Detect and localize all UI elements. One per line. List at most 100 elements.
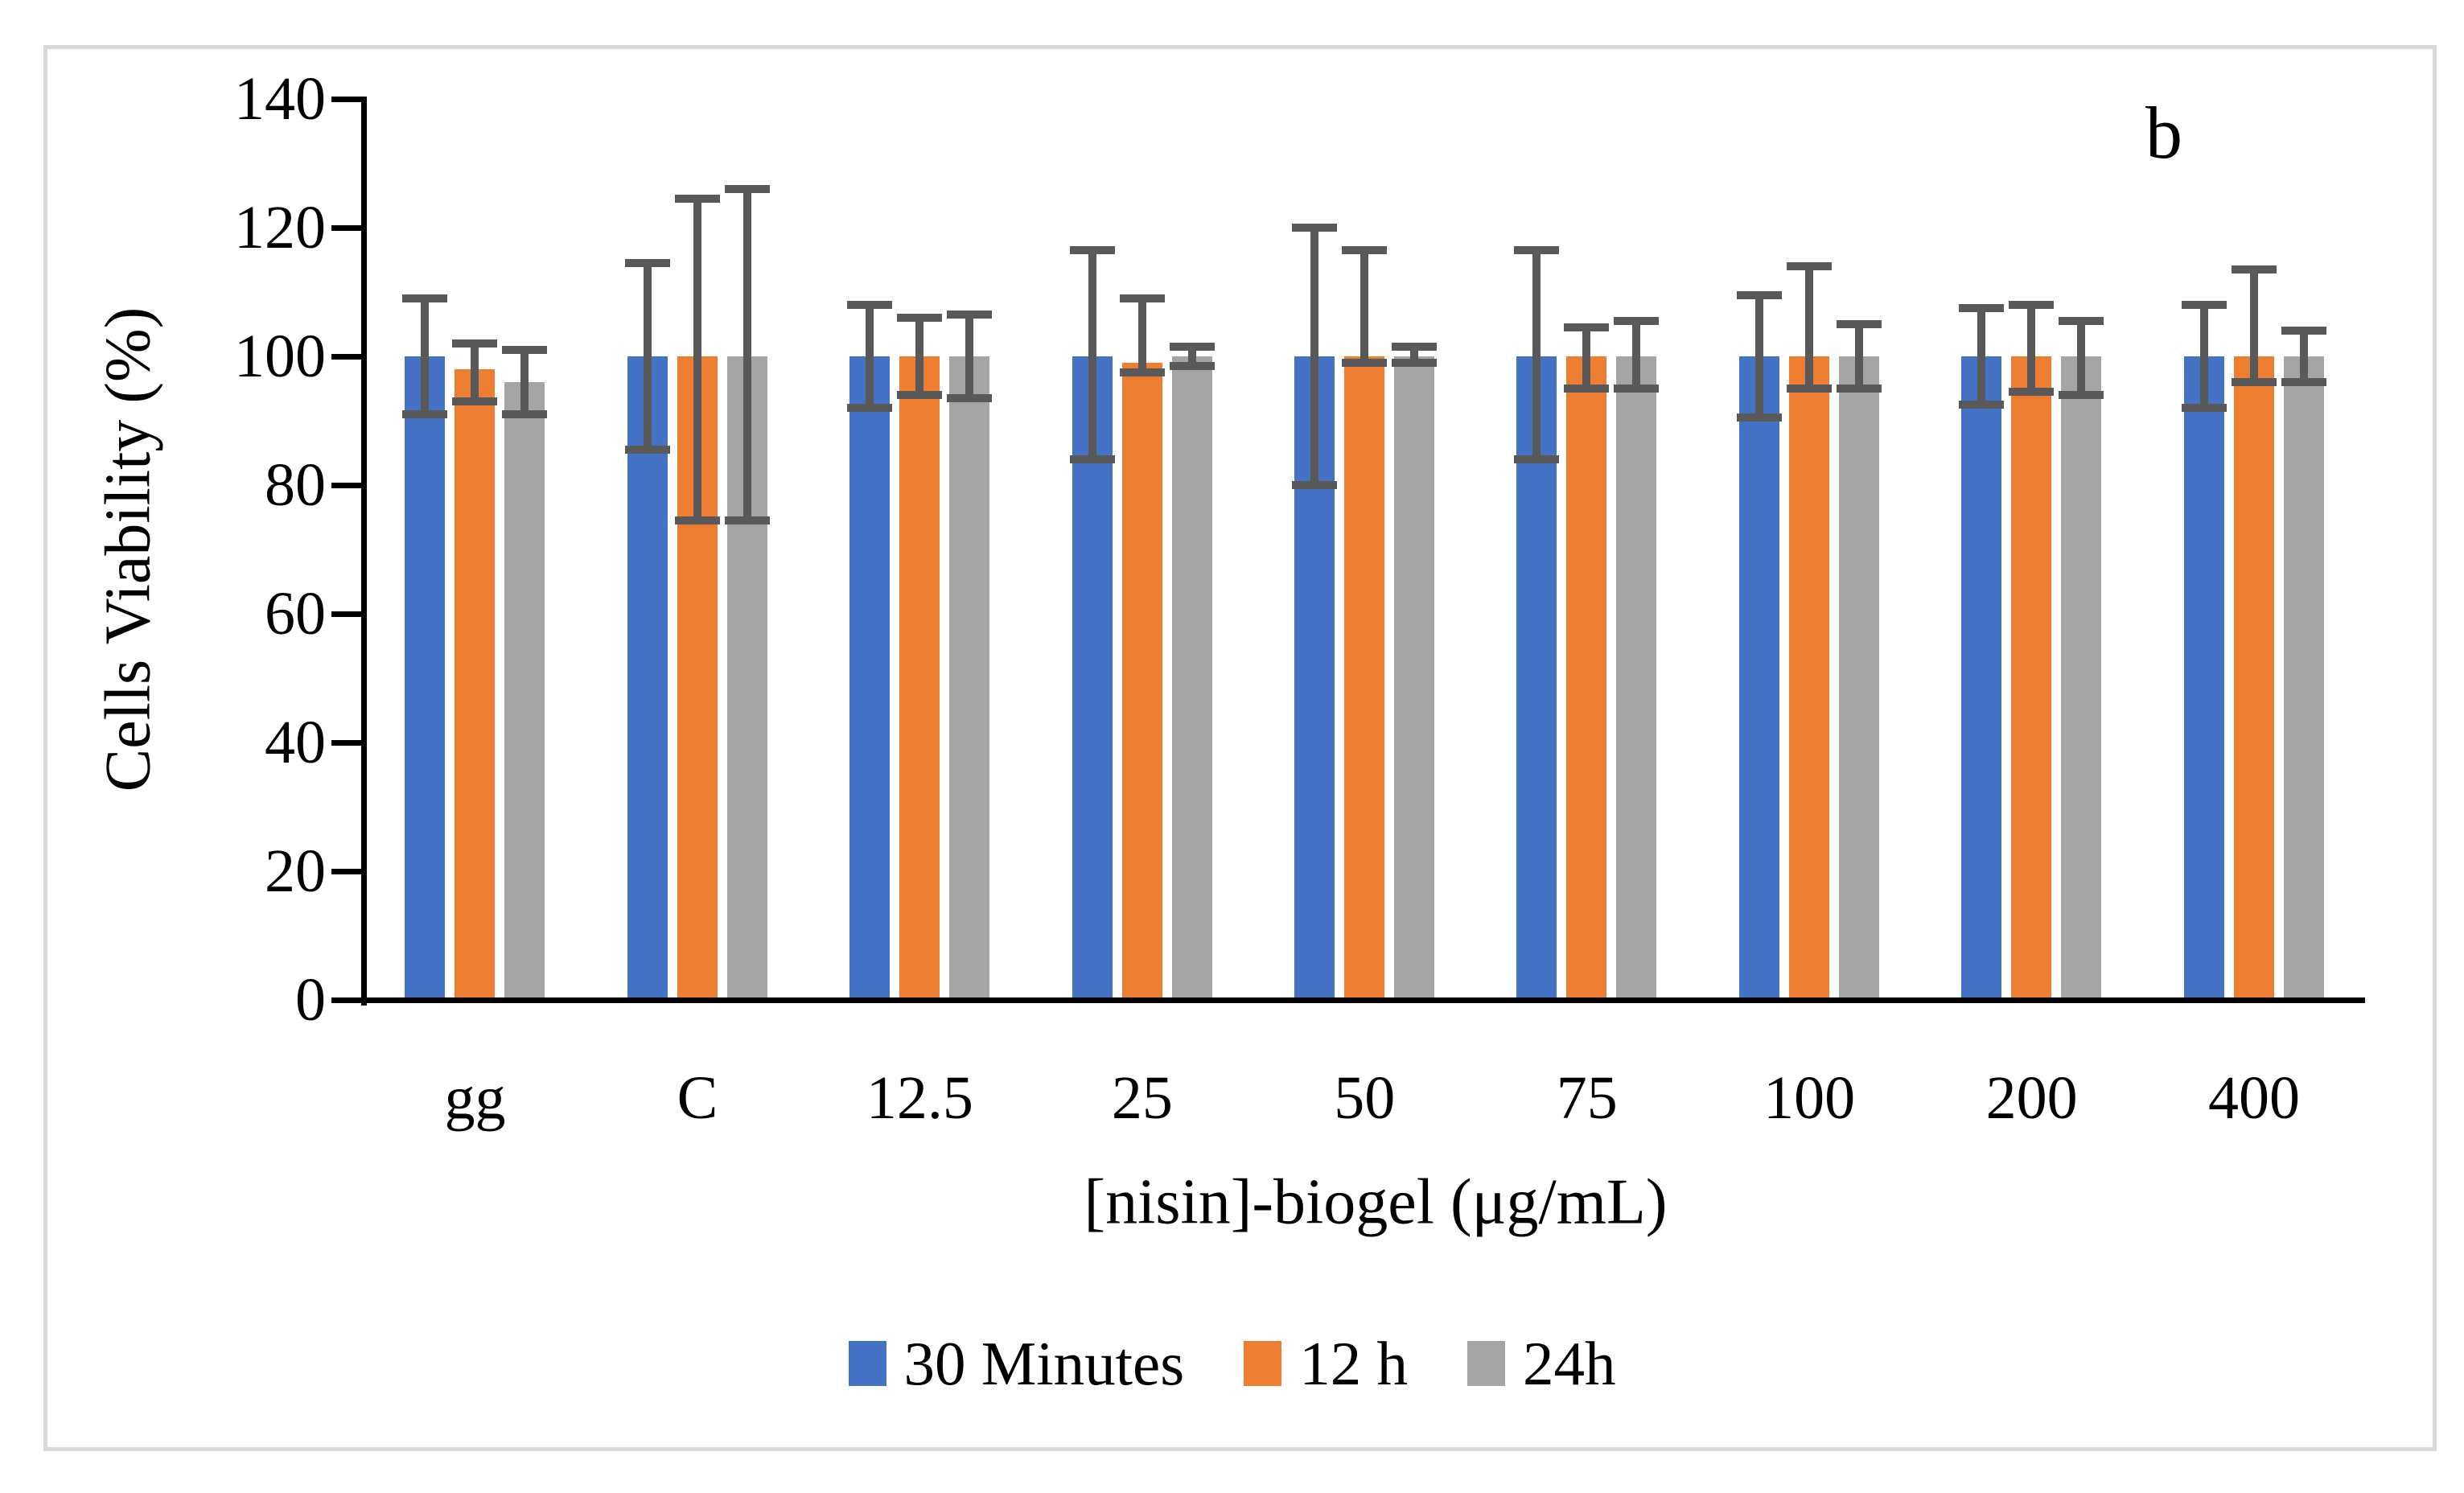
error-bar-cap-bottom xyxy=(1292,481,1337,489)
error-bar-cap-top xyxy=(2181,301,2227,309)
bar-24h xyxy=(1171,356,1212,1000)
y-axis-tick xyxy=(331,997,364,1003)
error-bar-line xyxy=(2027,305,2036,392)
error-bar-cap-bottom xyxy=(1736,413,1782,422)
error-bar-cap-bottom xyxy=(674,516,720,524)
bar-12-h xyxy=(899,356,940,1000)
error-bar-line xyxy=(520,350,529,414)
bar-30-minutes xyxy=(1961,356,2002,1000)
bar-30-minutes xyxy=(1738,356,1779,1000)
legend-item: 30 Minutes xyxy=(848,1329,1185,1398)
error-bar-cap-bottom xyxy=(2231,378,2277,386)
error-bar-cap-top xyxy=(1169,343,1215,351)
bar-24h xyxy=(949,356,990,1000)
error-bar-cap-bottom xyxy=(1392,359,1437,367)
legend-swatch-icon xyxy=(1244,1341,1282,1386)
legend-item: 12 h xyxy=(1244,1331,1408,1396)
y-tick-label: 80 xyxy=(265,451,326,519)
error-bar-cap-top xyxy=(402,294,448,302)
x-category-label: C xyxy=(677,1064,718,1132)
error-bar-line xyxy=(643,263,652,450)
error-bar-line xyxy=(1804,266,1813,389)
error-bar-line xyxy=(1187,347,1196,366)
x-category-label: 75 xyxy=(1556,1064,1618,1132)
error-bar-line xyxy=(1532,250,1541,459)
error-bar-line xyxy=(1977,308,1986,405)
bar-30-minutes xyxy=(1516,356,1557,1000)
error-bar-cap-top xyxy=(624,259,670,267)
error-bar-cap-bottom xyxy=(1564,385,1610,393)
bar-24h xyxy=(2061,356,2102,1000)
legend-swatch-icon xyxy=(1466,1341,1505,1386)
error-bar-cap-bottom xyxy=(2009,388,2055,396)
x-category-label: gg xyxy=(444,1064,506,1132)
error-bar-cap-bottom xyxy=(2281,378,2326,386)
error-bar-cap-bottom xyxy=(947,394,993,402)
error-bar-line xyxy=(2299,331,2308,382)
error-bar-line xyxy=(1410,347,1418,363)
error-bar-line xyxy=(2249,269,2258,382)
bar-24h xyxy=(1616,356,1657,1000)
bar-12-h xyxy=(1344,356,1384,1000)
error-bar-cap-top xyxy=(2059,317,2104,325)
error-bar-cap-bottom xyxy=(402,410,448,418)
bar-30-minutes xyxy=(2183,356,2224,1000)
error-bar-cap-bottom xyxy=(1514,455,1560,463)
y-axis-tick xyxy=(331,224,364,231)
y-tick-label: 100 xyxy=(234,323,326,390)
error-bar-cap-top xyxy=(1514,246,1560,254)
error-bar-cap-bottom xyxy=(624,446,670,454)
y-tick-label: 140 xyxy=(234,65,326,133)
error-bar-line xyxy=(965,315,974,398)
chart-legend: 30 Minutes 12 h 24h xyxy=(0,1331,2464,1396)
x-axis-line xyxy=(361,997,2365,1003)
y-axis-tick xyxy=(331,482,364,488)
x-axis-title: [nisin]-biogel (μg/mL) xyxy=(1084,1166,1668,1238)
error-bar-cap-top xyxy=(674,195,720,203)
error-bar-cap-bottom xyxy=(2059,391,2104,399)
y-tick-label: 40 xyxy=(265,709,326,776)
x-category-label: 25 xyxy=(1111,1064,1173,1132)
error-bar-cap-bottom xyxy=(1836,385,1882,393)
y-axis-tick xyxy=(331,739,364,746)
y-tick-label: 120 xyxy=(234,194,326,261)
error-bar-cap-top xyxy=(1564,323,1610,331)
panel-letter-label: b xyxy=(2145,92,2182,174)
bar-30-minutes xyxy=(849,356,891,1000)
error-bar-cap-top xyxy=(2009,301,2055,309)
error-bar-cap-bottom xyxy=(1342,359,1387,367)
legend-swatch-icon xyxy=(848,1341,886,1386)
error-bar-cap-top xyxy=(1292,224,1337,232)
error-bar-cap-bottom xyxy=(1786,385,1832,393)
error-bar-cap-top xyxy=(2281,327,2326,335)
y-axis-tick xyxy=(331,868,364,874)
x-category-label: 100 xyxy=(1763,1064,1856,1132)
y-tick-label: 20 xyxy=(265,837,326,905)
legend-label: 30 Minutes xyxy=(903,1329,1185,1398)
x-category-label: 200 xyxy=(1985,1064,2078,1132)
error-bar-line xyxy=(1582,327,1591,389)
y-axis-line xyxy=(361,97,367,1006)
error-bar-cap-top xyxy=(1736,291,1782,299)
legend-item: 24h xyxy=(1466,1331,1615,1396)
bar-24h xyxy=(1838,356,1879,1000)
bar-12-h xyxy=(2233,356,2274,1000)
error-bar-line xyxy=(1310,228,1318,485)
error-bar-cap-top xyxy=(1392,343,1437,351)
error-bar-cap-top xyxy=(452,339,498,348)
y-axis-tick xyxy=(331,353,364,360)
x-category-label: 400 xyxy=(2208,1064,2301,1132)
error-bar-cap-top xyxy=(947,311,993,319)
error-bar-cap-top xyxy=(1786,262,1832,270)
bar-30-minutes xyxy=(405,356,446,1000)
bar-30-minutes xyxy=(1072,356,1113,1000)
error-bar-line xyxy=(693,199,701,520)
error-bar-line xyxy=(915,318,924,395)
error-bar-cap-top xyxy=(502,346,548,354)
bar-30-minutes xyxy=(627,356,668,1000)
y-axis-tick xyxy=(331,96,364,102)
error-bar-cap-top xyxy=(1614,317,1660,325)
y-axis-tick xyxy=(331,611,364,617)
error-bar-cap-top xyxy=(1342,246,1387,254)
